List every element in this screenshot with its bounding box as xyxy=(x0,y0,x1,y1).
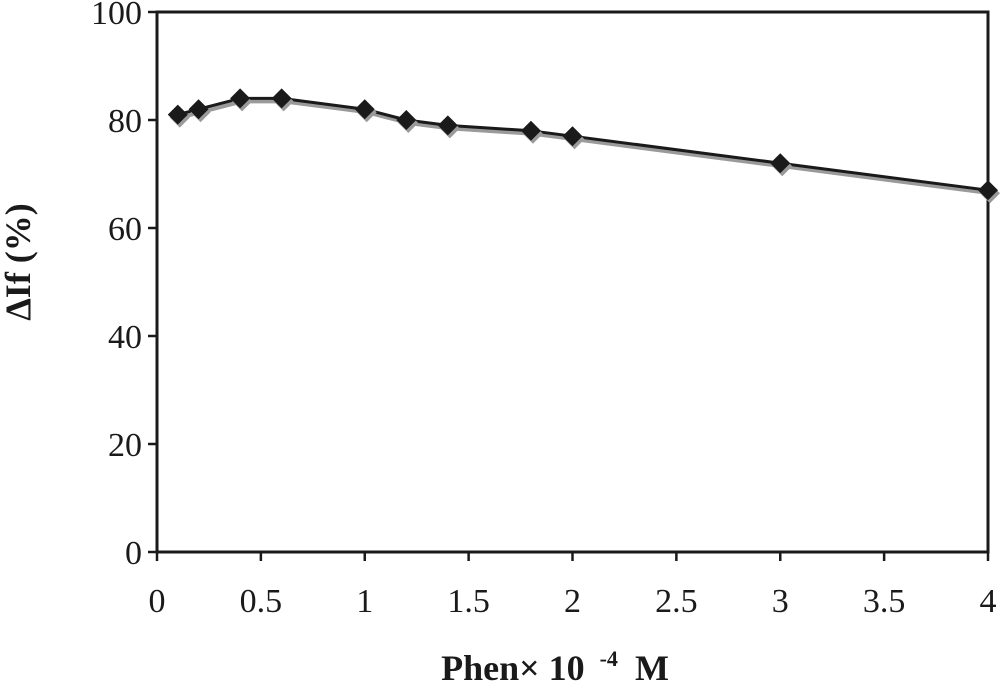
series-layer xyxy=(167,88,1000,204)
y-tick-label: 60 xyxy=(108,211,142,248)
data-point-diamond xyxy=(770,153,791,174)
x-axis-title: Phen× 10 -4 M xyxy=(441,634,669,686)
x-axis-title-text: Phen× 10 xyxy=(441,648,585,686)
x-tick-label: 2 xyxy=(564,583,581,620)
data-point-diamond xyxy=(354,99,375,120)
y-tick-label: 40 xyxy=(108,319,142,356)
data-point-diamond xyxy=(520,120,541,141)
data-point-diamond xyxy=(271,88,292,109)
y-axis: 0 20 40 60 80 100 xyxy=(91,0,157,572)
y-axis-title: ΔIf (%) xyxy=(0,203,38,321)
data-point-diamond xyxy=(167,104,188,125)
x-axis: 0 0.5 1 1.5 2 2.5 3 3.5 4 xyxy=(149,552,997,620)
data-point-diamond xyxy=(396,110,417,130)
x-tick-label: 1.5 xyxy=(447,583,490,620)
y-tick-label: 80 xyxy=(108,103,142,140)
x-tick-label: 0.5 xyxy=(240,583,283,620)
data-point-diamond xyxy=(230,88,251,109)
data-point-diamond xyxy=(562,126,583,147)
y-tick-label: 0 xyxy=(125,535,142,572)
data-point-diamond xyxy=(188,99,209,120)
data-point-diamond xyxy=(978,180,998,201)
x-axis-title-unit: M xyxy=(635,648,669,686)
x-tick-label: 3.5 xyxy=(863,583,906,620)
x-tick-label: 1 xyxy=(356,583,373,620)
x-tick-label: 3 xyxy=(772,583,789,620)
x-tick-label: 2.5 xyxy=(655,583,698,620)
data-point-diamond xyxy=(437,115,458,136)
y-tick-label: 100 xyxy=(91,0,142,32)
x-tick-label: 0 xyxy=(149,583,166,620)
y-tick-label: 20 xyxy=(108,427,142,464)
x-axis-title-exponent: -4 xyxy=(600,646,618,671)
x-tick-label: 4 xyxy=(980,583,997,620)
